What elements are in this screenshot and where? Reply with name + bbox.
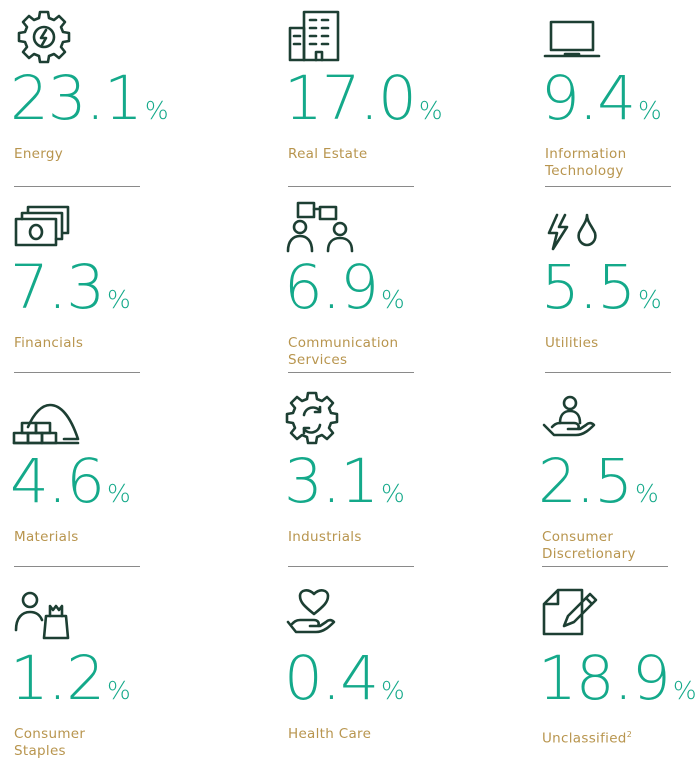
heart-hand-icon bbox=[286, 588, 348, 644]
divider bbox=[545, 372, 671, 373]
divider bbox=[288, 566, 414, 567]
label-unclassified-text: Unclassified bbox=[542, 730, 627, 747]
gear-bolt-icon bbox=[14, 8, 74, 64]
label-consumer-staples: Consumer Staples bbox=[14, 726, 86, 759]
divider bbox=[288, 372, 414, 373]
label-unclassified: Unclassified2 bbox=[542, 726, 700, 748]
banknote-icon bbox=[14, 197, 74, 253]
percent-sign: % bbox=[638, 96, 662, 125]
percent-sign: % bbox=[638, 285, 662, 314]
percent-sign: % bbox=[107, 676, 131, 705]
footnote-marker: 2 bbox=[626, 730, 633, 739]
percent-sign: % bbox=[381, 285, 405, 314]
percent-sign: % bbox=[418, 96, 443, 125]
percent-sign: % bbox=[381, 479, 405, 508]
label-information-technology: Information Technology bbox=[545, 146, 627, 179]
label-industrials: Industrials bbox=[288, 529, 362, 545]
divider bbox=[14, 566, 140, 567]
value-unclassified: 18.9 bbox=[538, 643, 671, 714]
percent-sign: % bbox=[107, 285, 131, 314]
value-consumer-staples: 1.2 bbox=[10, 643, 105, 714]
value-energy: 23.1 bbox=[10, 63, 143, 134]
label-utilities: Utilities bbox=[545, 335, 599, 351]
percent-sign: % bbox=[144, 96, 169, 125]
building-icon bbox=[288, 8, 348, 64]
divider bbox=[14, 186, 140, 187]
divider bbox=[288, 186, 414, 187]
value-health-care: 0.4 bbox=[284, 643, 379, 714]
label-real-estate: Real Estate bbox=[288, 146, 368, 162]
label-health-care: Health Care bbox=[288, 726, 372, 742]
percent-sign: % bbox=[635, 479, 659, 508]
document-pen-icon bbox=[542, 588, 602, 644]
divider bbox=[14, 372, 140, 373]
label-materials: Materials bbox=[14, 529, 79, 545]
divider bbox=[545, 186, 671, 187]
shopper-bag-icon bbox=[14, 588, 74, 644]
value-information-technology: 9.4 bbox=[541, 63, 636, 134]
laptop-icon bbox=[543, 8, 605, 64]
percent-sign: % bbox=[107, 479, 131, 508]
bricks-pile-icon bbox=[12, 391, 80, 447]
hand-person-icon bbox=[542, 391, 602, 447]
value-materials: 4.6 bbox=[10, 446, 105, 517]
divider bbox=[542, 566, 668, 567]
label-communication-services: Communication Services bbox=[288, 335, 399, 368]
value-consumer-discretionary: 2.5 bbox=[538, 446, 633, 517]
gear-cycle-icon bbox=[285, 391, 348, 447]
label-consumer-discretionary: Consumer Discretionary bbox=[542, 529, 636, 562]
value-communication-services: 6.9 bbox=[284, 252, 379, 323]
label-energy: Energy bbox=[14, 146, 64, 162]
percent-sign: % bbox=[672, 676, 697, 705]
value-utilities: 5.5 bbox=[541, 252, 636, 323]
value-financials: 7.3 bbox=[10, 252, 105, 323]
value-real-estate: 17.0 bbox=[284, 63, 417, 134]
label-financials: Financials bbox=[14, 335, 84, 351]
people-talking-icon bbox=[286, 197, 354, 253]
value-industrials: 3.1 bbox=[284, 446, 379, 517]
bolt-drop-icon bbox=[545, 197, 605, 253]
percent-sign: % bbox=[381, 676, 405, 705]
